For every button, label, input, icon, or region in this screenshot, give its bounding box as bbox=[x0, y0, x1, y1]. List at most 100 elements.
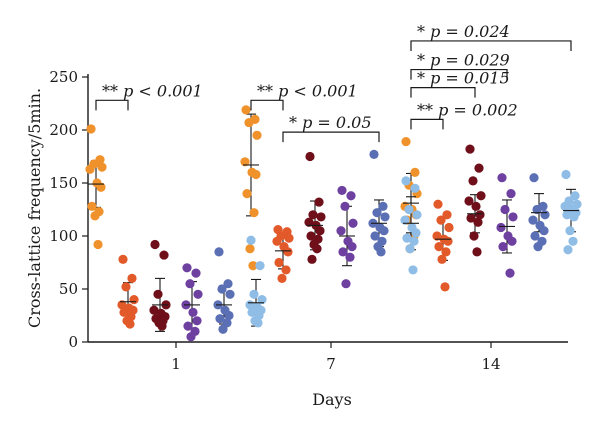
data-point bbox=[241, 105, 251, 115]
data-point bbox=[496, 222, 506, 233]
significance-stars: ** bbox=[257, 81, 278, 100]
data-point bbox=[563, 245, 573, 255]
data-point bbox=[474, 163, 484, 173]
p-value: p = 0.024 bbox=[430, 22, 510, 41]
data-point bbox=[565, 226, 575, 236]
y-tick-label: 200 bbox=[49, 121, 78, 139]
data-point bbox=[248, 261, 258, 271]
data-point bbox=[153, 289, 163, 299]
data-point bbox=[338, 247, 348, 257]
data-point bbox=[121, 282, 131, 292]
data-point bbox=[401, 137, 411, 147]
data-point bbox=[346, 191, 356, 201]
data-point bbox=[469, 231, 479, 241]
data-point bbox=[500, 204, 510, 215]
data-point bbox=[379, 226, 389, 236]
data-point bbox=[347, 242, 357, 252]
data-point bbox=[251, 169, 261, 180]
data-point bbox=[215, 314, 225, 324]
data-point bbox=[117, 300, 127, 310]
data-point bbox=[224, 310, 234, 321]
data-point bbox=[308, 210, 318, 220]
x-tick-label: 1 bbox=[171, 355, 181, 373]
data-point bbox=[345, 252, 355, 262]
data-point bbox=[129, 295, 139, 305]
data-point bbox=[468, 176, 478, 186]
x-axis-label: Days bbox=[312, 390, 352, 409]
y-tick-label: 50 bbox=[59, 280, 78, 298]
data-point bbox=[505, 268, 515, 278]
data-point bbox=[225, 289, 235, 299]
data-point bbox=[369, 149, 379, 159]
p-value: p < 0.001 bbox=[123, 81, 203, 100]
data-point bbox=[404, 204, 414, 215]
y-axis-label: Cross-lattice frequency/5min. bbox=[25, 88, 44, 328]
data-point bbox=[214, 247, 224, 257]
data-point bbox=[530, 231, 540, 241]
data-point bbox=[561, 169, 571, 180]
significance-stars: ** bbox=[102, 81, 123, 100]
data-point bbox=[157, 321, 167, 331]
significance-stars: * bbox=[417, 22, 430, 41]
data-point bbox=[560, 201, 570, 211]
significance-label: * p = 0.05 bbox=[289, 113, 372, 132]
data-point bbox=[432, 231, 442, 241]
significance-stars: * bbox=[289, 113, 302, 132]
data-point bbox=[372, 208, 382, 218]
data-point bbox=[376, 247, 386, 257]
data-point bbox=[182, 263, 192, 273]
data-point bbox=[444, 222, 454, 233]
data-point bbox=[185, 279, 195, 289]
data-point bbox=[118, 254, 128, 264]
data-point bbox=[284, 233, 294, 243]
data-point bbox=[312, 244, 322, 254]
significance-label: * p = 0.024 bbox=[417, 22, 510, 41]
data-point bbox=[408, 265, 418, 275]
p-value: p < 0.001 bbox=[278, 81, 358, 100]
significance-label: ** p < 0.001 bbox=[257, 81, 358, 100]
data-point bbox=[570, 191, 580, 201]
data-point bbox=[410, 183, 420, 193]
significance-bracket bbox=[410, 40, 572, 51]
data-point bbox=[540, 210, 550, 220]
significance-bracket bbox=[410, 87, 476, 98]
data-point bbox=[533, 242, 543, 252]
data-point bbox=[405, 244, 415, 254]
y-tick-label: 150 bbox=[49, 174, 78, 192]
data-point bbox=[340, 201, 350, 211]
significance-bracket bbox=[410, 68, 508, 80]
data-point bbox=[223, 279, 233, 289]
data-point bbox=[412, 210, 422, 220]
data-point bbox=[272, 236, 282, 246]
data-point bbox=[253, 318, 263, 328]
data-point bbox=[240, 157, 250, 167]
significance-stars: * bbox=[417, 69, 430, 88]
data-point bbox=[307, 254, 317, 264]
data-point bbox=[90, 211, 100, 221]
data-point bbox=[149, 305, 159, 315]
significance-bracket bbox=[282, 131, 380, 143]
data-point bbox=[528, 215, 538, 225]
data-point bbox=[370, 231, 380, 241]
data-point bbox=[464, 196, 474, 206]
data-point bbox=[529, 173, 539, 183]
data-point bbox=[188, 307, 198, 317]
data-point bbox=[252, 130, 262, 140]
significance-stars: ** bbox=[417, 100, 438, 119]
data-point bbox=[257, 295, 267, 305]
data-point bbox=[277, 273, 287, 283]
data-point bbox=[217, 284, 227, 294]
data-point bbox=[119, 307, 129, 317]
significance-bracket bbox=[95, 99, 129, 111]
data-point bbox=[401, 176, 411, 186]
p-value: p = 0.015 bbox=[430, 69, 510, 88]
x-tick-label: 7 bbox=[326, 355, 336, 373]
data-point bbox=[378, 201, 388, 211]
data-point bbox=[411, 228, 421, 238]
data-point bbox=[314, 197, 324, 207]
significance-annotations: ** p < 0.001 ** p < 0.001* p = 0.05** p =… bbox=[95, 22, 572, 143]
data-point bbox=[409, 236, 419, 246]
data-point bbox=[441, 247, 451, 257]
y-tick-label: 100 bbox=[49, 227, 78, 245]
